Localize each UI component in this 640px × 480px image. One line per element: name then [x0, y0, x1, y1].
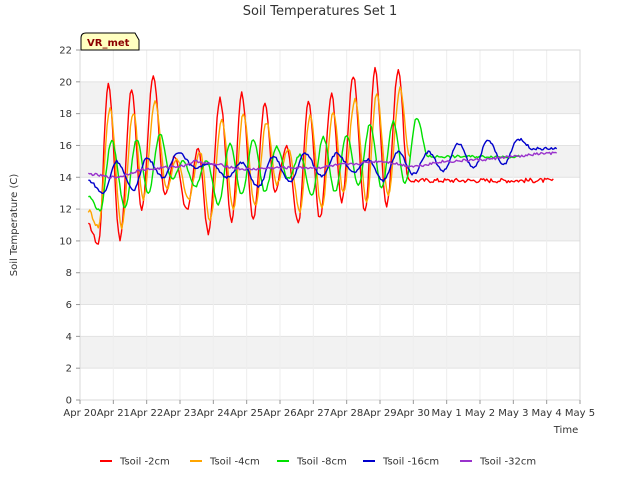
- series-line-tsoil-32cm: [87, 151, 557, 179]
- plot-band: [80, 240, 580, 273]
- y-tick-label: 8: [66, 268, 72, 279]
- x-tick-label: Apr 28: [330, 408, 363, 419]
- x-tick-label: Apr 21: [97, 408, 130, 419]
- legend: Tsoil -2cm Tsoil -4cm Tsoil -8cm Tsoil -16c…: [100, 457, 536, 468]
- series-lines: [87, 66, 558, 245]
- x-axis-ticks: Apr 20 Apr 21 Apr 22 Apr 23 Apr 24 Apr 25 Apr …: [63, 400, 595, 419]
- y-tick-label: 2: [66, 364, 72, 375]
- plot-band: [80, 336, 580, 369]
- y-tick-label: 14: [59, 173, 72, 184]
- x-tick-label: Apr 26: [263, 408, 296, 419]
- x-tick-label: May 5: [565, 408, 595, 419]
- site-badge: VR_met: [80, 32, 140, 51]
- y-tick-label: 12: [59, 205, 72, 216]
- x-tick-label: Apr 24: [197, 408, 230, 419]
- x-tick-label: May 2: [465, 408, 495, 419]
- y-axis-ticks: 0 2 4 6 8 10 12 14 16 18 20 22: [59, 46, 80, 407]
- y-tick-label: 22: [59, 46, 72, 57]
- legend-label: Tsoil -4cm: [209, 457, 260, 468]
- site-badge-shape: [80, 32, 140, 51]
- y-tick-label: 10: [59, 236, 72, 247]
- legend-label: Tsoil -2cm: [119, 457, 170, 468]
- y-tick-label: 16: [59, 141, 72, 152]
- plot-band: [80, 209, 580, 241]
- y-tick-label: 4: [66, 332, 72, 343]
- legend-label: Tsoil -32cm: [479, 457, 536, 468]
- plot-band: [80, 272, 580, 305]
- plot-band: [80, 177, 580, 210]
- grid-lines: [79, 49, 581, 401]
- x-tick-label: May 3: [498, 408, 528, 419]
- x-tick-label: Apr 23: [163, 408, 196, 419]
- plot-band: [80, 304, 580, 337]
- x-tick-label: Apr 29: [363, 408, 396, 419]
- x-tick-label: May 4: [532, 408, 562, 419]
- plot-band: [80, 368, 580, 400]
- legend-label: Tsoil -16cm: [382, 457, 439, 468]
- plot-band: [80, 50, 580, 82]
- plot-bands: [80, 50, 580, 400]
- legend-label: Tsoil -8cm: [296, 457, 347, 468]
- x-axis-label: Time: [553, 425, 578, 436]
- x-tick-label: Apr 25: [230, 408, 263, 419]
- plot-frame: [79, 49, 581, 401]
- y-tick-label: 18: [59, 109, 72, 120]
- y-tick-label: 0: [66, 396, 72, 407]
- x-tick-label: May 1: [432, 408, 462, 419]
- x-tick-label: Apr 20: [63, 408, 96, 419]
- y-tick-label: 6: [66, 300, 72, 311]
- y-tick-label: 20: [59, 77, 72, 88]
- chart-title: Soil Temperatures Set 1: [243, 4, 398, 19]
- series-line-tsoil-8cm: [88, 117, 521, 212]
- y-axis-label: Soil Temperature (C): [9, 174, 20, 277]
- x-tick-label: Apr 22: [130, 408, 163, 419]
- x-tick-label: Apr 27: [297, 408, 330, 419]
- site-badge-label: VR_met: [87, 38, 130, 49]
- x-tick-label: Apr 30: [397, 408, 430, 419]
- series-line-tsoil-2cm: [87, 66, 554, 245]
